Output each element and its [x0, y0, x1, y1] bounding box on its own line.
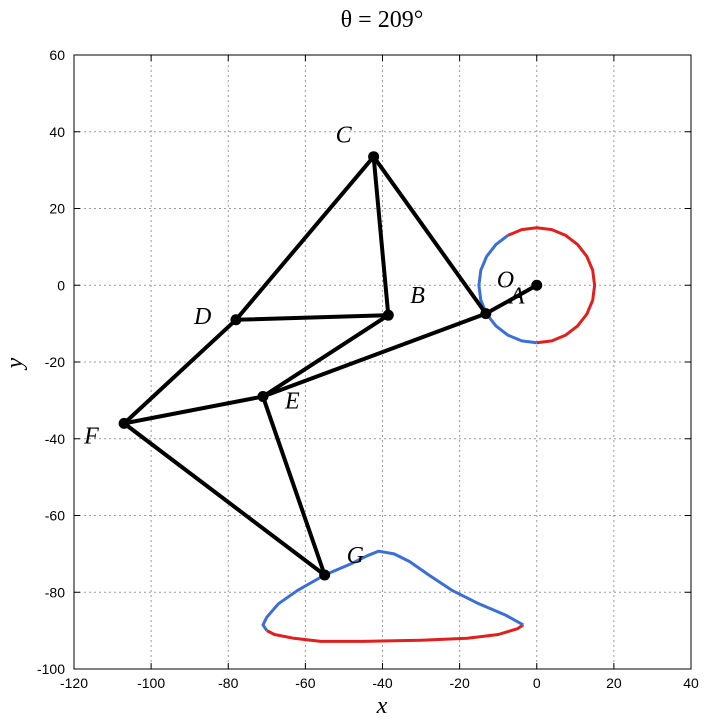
y-tick-label: -40 — [45, 431, 65, 447]
y-tick-label: -20 — [45, 354, 65, 370]
point-label-d: D — [193, 304, 211, 330]
x-tick-label: -80 — [218, 675, 238, 691]
link-oa — [483, 283, 539, 316]
link-cd — [233, 154, 376, 322]
joints — [118, 151, 543, 581]
link-ef — [122, 394, 265, 426]
joint-e — [257, 391, 269, 403]
x-tick-label: 20 — [606, 675, 622, 691]
chart-title: θ = 209° — [341, 7, 424, 33]
x-tick-label: -100 — [137, 675, 165, 691]
joint-o — [531, 279, 543, 291]
y-tick-label: 60 — [49, 47, 65, 63]
link-cb — [371, 154, 391, 318]
point-label-f: F — [83, 423, 99, 449]
joint-f — [118, 417, 130, 429]
trajectory-curve — [261, 549, 525, 632]
grid-lines — [74, 55, 691, 669]
y-axis-label: y — [2, 357, 28, 370]
link-eg — [260, 394, 327, 577]
y-tick-label: -80 — [45, 584, 65, 600]
links — [122, 154, 539, 577]
x-tick-label: -20 — [450, 675, 470, 691]
link-be — [260, 313, 391, 399]
trajectory-curve — [477, 234, 537, 345]
link-fg — [122, 421, 327, 577]
joint-a — [480, 308, 492, 320]
point-label-c: C — [336, 123, 353, 149]
link-db — [233, 313, 391, 322]
joint-d — [230, 314, 242, 326]
joint-c — [368, 151, 380, 163]
point-label-b: B — [410, 283, 425, 309]
trajectory-curve — [507, 226, 597, 345]
link-df — [122, 317, 238, 426]
x-tick-label: 0 — [533, 675, 541, 691]
y-tick-label: 0 — [57, 277, 65, 293]
link-ae — [260, 311, 488, 399]
trajectory-curve — [266, 623, 525, 643]
y-tick-label: 40 — [49, 124, 65, 140]
curves — [261, 226, 597, 643]
x-tick-label: -60 — [295, 675, 315, 691]
y-tick-label: -60 — [45, 508, 65, 524]
point-labels: OA B C D E F G — [83, 123, 525, 569]
point-label-e: E — [284, 389, 300, 415]
point-label-o: O — [497, 267, 514, 293]
point-label-a: A — [508, 284, 525, 310]
link-ac — [371, 154, 488, 316]
x-tick-label: 40 — [683, 675, 699, 691]
x-tick-label: -40 — [372, 675, 392, 691]
point-label-g: G — [347, 543, 364, 569]
y-tick-label: 20 — [49, 201, 65, 217]
y-tick-label: -100 — [37, 661, 65, 677]
joint-g — [319, 569, 331, 581]
ticks: -120 -100 -80 -60 -40 -20 0 20 40-100-80-60-40-2… — [37, 47, 699, 691]
joint-b — [382, 309, 394, 321]
x-tick-label: -120 — [60, 675, 88, 691]
x-axis-label: x — [376, 693, 388, 719]
